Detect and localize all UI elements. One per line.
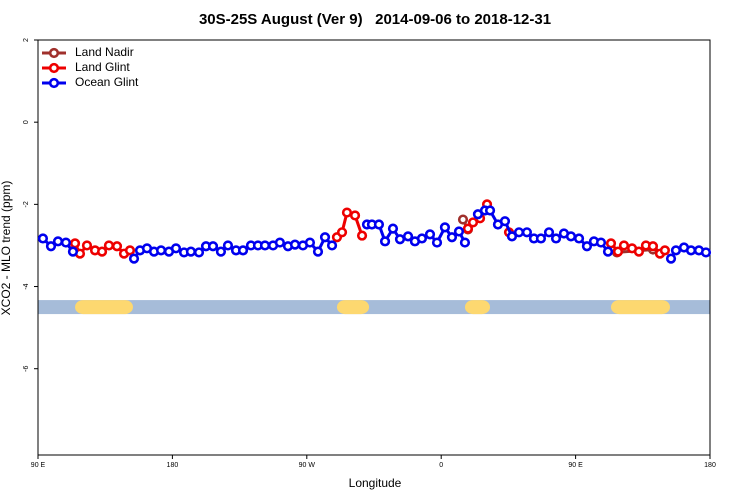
data-point [506,231,518,242]
data-point [96,246,108,257]
y-axis-label: XCO2 - MLO trend (ppm) [0,181,13,316]
data-point [457,214,469,225]
data-point [462,223,474,234]
data-point [459,237,471,248]
data-point [618,240,630,251]
data-point [453,226,465,237]
data-point [37,233,49,244]
data-point [222,240,234,251]
data-point [312,246,324,257]
data-point [193,247,205,258]
data-point [595,237,607,248]
data-point [319,232,331,243]
data-point [605,238,617,249]
data-point [424,229,436,240]
data-point [67,246,79,257]
data-point [633,246,645,257]
data-point [573,233,585,244]
x-tick-label: 180 [704,462,716,469]
data-point [439,222,451,233]
data-point [349,210,361,221]
data-point [52,236,64,247]
legend-label: Land Glint [75,60,130,74]
data-point [373,219,385,230]
x-tick-label: 180 [167,462,179,469]
data-point [467,217,479,228]
data-point [659,245,671,256]
data-point [274,237,286,248]
data-point [207,241,219,252]
x-tick-label: 0 [439,462,443,469]
data-point [124,245,136,256]
data-point [304,237,316,248]
data-point [670,245,682,256]
data-point [602,246,614,257]
data-point [170,243,182,254]
data-point [513,227,525,238]
data-point [484,205,496,216]
legend-label: Land Nadir [75,45,134,59]
ocean-strip [38,300,710,315]
data-point [336,227,348,238]
data-point [665,253,677,264]
legend-marker [48,77,60,89]
land-band [610,300,670,315]
data-point [341,207,353,218]
y-tick-label: 0 [23,120,30,124]
data-point [69,238,81,249]
plot-frame [37,39,711,456]
x-tick-label: 90 E [568,462,583,469]
land-band [464,300,491,315]
data-point [402,231,414,242]
data-point [499,216,511,227]
data-point [215,246,227,257]
chart-title: 30S-25S August (Ver 9) 2014-09-06 to 201… [199,11,551,28]
data-point [259,240,271,251]
data-point [416,233,428,244]
data-point [581,241,593,252]
data-point [394,234,406,245]
data-point [356,230,368,241]
data-point [543,227,555,238]
data-point [535,233,547,244]
data-point [185,246,197,257]
data-point [387,223,399,234]
data-point [685,245,697,256]
data-point [60,237,72,248]
data-point [326,240,338,251]
data-point [103,240,115,251]
data-point [128,253,140,264]
data-point [379,236,391,247]
legend-marker [48,62,60,74]
data-point [565,231,577,242]
data-point [111,241,123,252]
data-point [612,246,624,257]
y-tick-label: -6 [23,365,30,371]
y-tick-label: 2 [23,38,30,42]
x-tick-label: 90 E [31,462,46,469]
land-band [75,300,133,315]
x-axis-label: Longitude [349,476,402,490]
data-point [647,241,659,252]
data-point [155,245,167,256]
data-point [45,241,57,252]
legend-marker [48,47,60,59]
y-tick-label: -4 [23,283,30,289]
data-point [431,237,443,248]
data-point [521,227,533,238]
data-point [446,232,458,243]
x-tick-label: 90 W [299,462,316,469]
data-point [81,240,93,251]
data-point [700,247,712,258]
data-point [289,239,301,250]
data-point [237,245,249,256]
land-band [336,300,370,315]
y-tick-label: -2 [23,201,30,207]
data-point [550,233,562,244]
legend-label: Ocean Glint [75,75,139,89]
